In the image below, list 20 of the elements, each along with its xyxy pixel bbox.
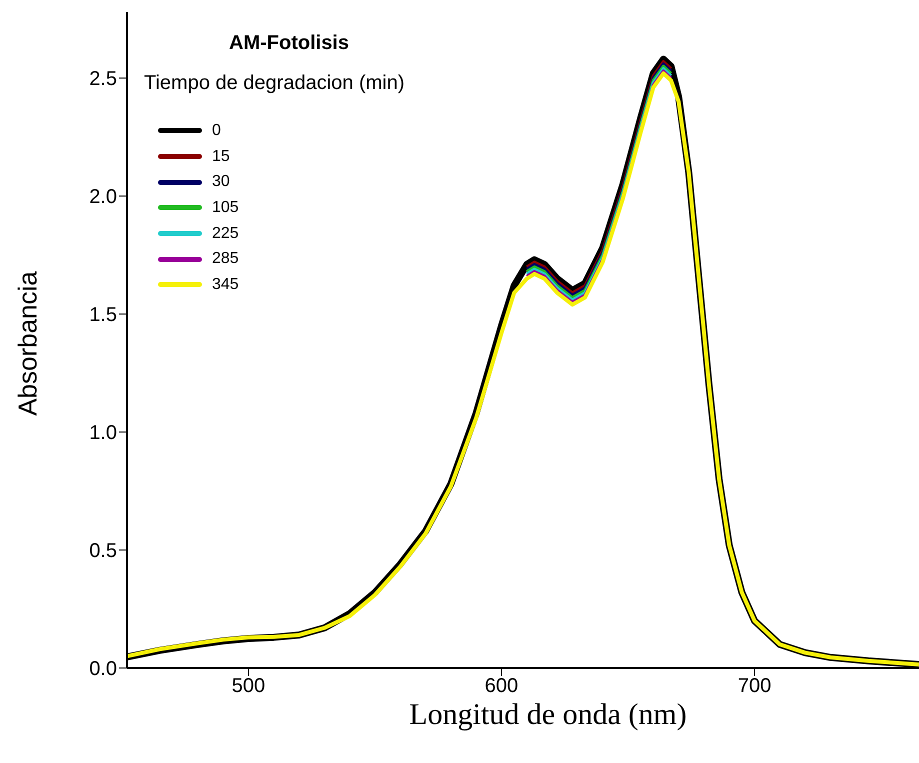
legend-label: 225 xyxy=(212,224,239,243)
x-tick-label: 600 xyxy=(484,675,518,698)
legend-title: Tiempo de degradacion (min) xyxy=(144,72,404,95)
x-tick-label: 700 xyxy=(738,675,772,698)
legend-label: 345 xyxy=(212,276,239,294)
y-tick-label: 0.5 xyxy=(89,540,117,562)
legend-label: 15 xyxy=(212,148,230,166)
x-axis-title: Longitud de onda (nm) xyxy=(408,698,688,732)
x-tick-label: 500 xyxy=(232,675,266,698)
y-tick-label: 0.0 xyxy=(89,658,117,680)
legend-label: 30 xyxy=(212,173,230,192)
text: AM-Fotolisis xyxy=(229,32,349,55)
y-tick-label: 1.5 xyxy=(89,304,117,326)
y-tick-label: 2.5 xyxy=(89,68,117,90)
legend-label: 285 xyxy=(212,250,239,268)
y-tick-label: 1.0 xyxy=(89,422,117,444)
legend-label: 105 xyxy=(212,198,239,217)
y-tick-label: 2.0 xyxy=(89,186,117,208)
legend-label: 0 xyxy=(212,122,221,140)
y-axis-title: Absorbancia xyxy=(12,270,44,418)
